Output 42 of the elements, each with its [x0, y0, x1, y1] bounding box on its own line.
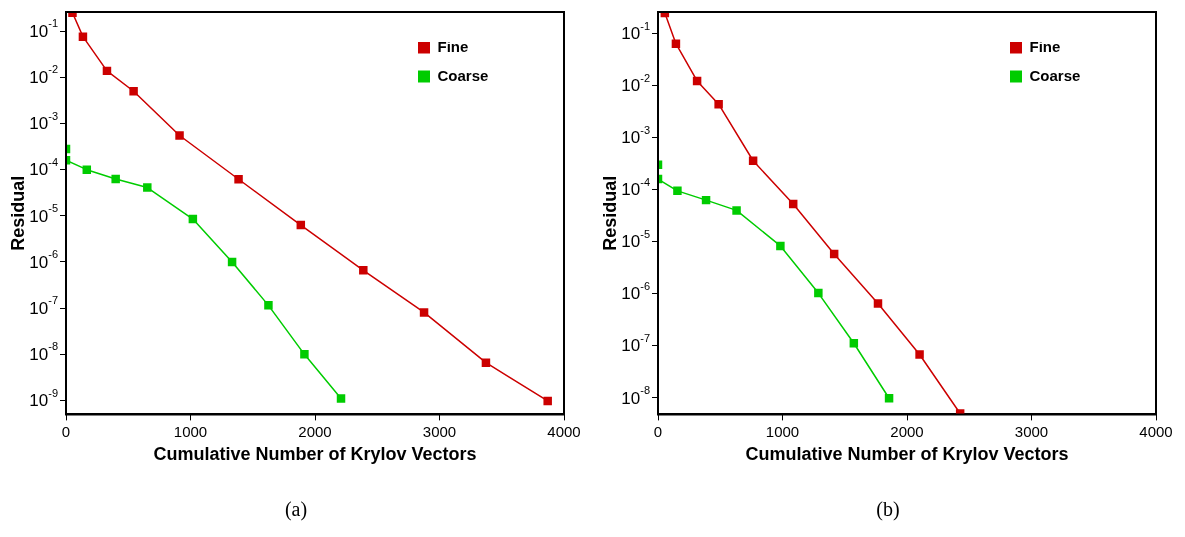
- point: [884, 394, 894, 403]
- x-tick-label: 3000: [422, 422, 457, 440]
- point: [673, 186, 682, 196]
- x-tick-label: 0: [61, 422, 71, 440]
- point: [234, 175, 243, 184]
- x-tick-label: 1000: [765, 422, 800, 440]
- point: [175, 131, 184, 140]
- y-axis-title: Residual: [599, 175, 620, 251]
- point: [111, 174, 120, 184]
- x-tick-label: 4000: [547, 422, 581, 440]
- x-tick-label: 2000: [298, 422, 332, 440]
- point: [264, 301, 273, 310]
- point: [143, 183, 152, 192]
- x-tick-label: 3000: [1014, 422, 1049, 440]
- point: [714, 99, 723, 109]
- legend-label: Coarse: [437, 66, 489, 84]
- x-tick-label: 4000: [1139, 422, 1173, 440]
- legend-label: Coarse: [1029, 66, 1081, 84]
- x-tick-label: 2000: [890, 422, 924, 440]
- text: (a): [283, 498, 309, 521]
- point: [82, 165, 92, 174]
- point: [873, 299, 883, 308]
- point: [748, 156, 758, 165]
- point: [481, 358, 491, 367]
- text: (b): [875, 498, 901, 521]
- point: [671, 39, 681, 48]
- point: [359, 266, 368, 275]
- x-axis-title: Cumulative Number of Krylov Vectors: [153, 444, 477, 465]
- x-axis-title: Cumulative Number of Krylov Vectors: [745, 444, 1069, 465]
- point: [336, 394, 346, 403]
- x-tick-label: 0: [653, 422, 663, 440]
- x-tick-label: 1000: [173, 422, 208, 440]
- point: [419, 308, 429, 317]
- point: [732, 206, 741, 215]
- point: [543, 396, 552, 406]
- point: [776, 241, 785, 251]
- y-axis-title: Residual: [7, 175, 28, 251]
- point: [300, 350, 309, 359]
- point: [814, 288, 823, 298]
- point: [129, 86, 138, 96]
- point: [915, 350, 924, 359]
- point: [78, 32, 88, 41]
